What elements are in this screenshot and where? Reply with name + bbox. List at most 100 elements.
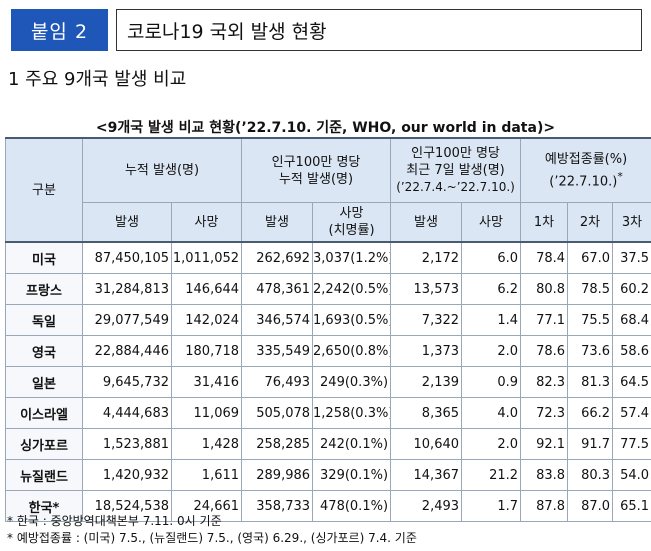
header-recent-line2: 최근 7일 발생(명) — [406, 163, 505, 178]
cell-cases: 18,524,538 — [82, 490, 172, 522]
cell-deaths: 142,024 — [170, 304, 243, 336]
cell-d3: 64.5 — [612, 366, 651, 398]
cell-country: 뉴질랜드 — [5, 459, 83, 491]
cell-recent-deaths: 1.4 — [461, 304, 522, 336]
table-row: 프랑스 31,284,813 146,644 478,361 2,242(0.5%) 13… — [5, 273, 651, 305]
cell-recent-deaths: 2.0 — [461, 428, 522, 460]
header-per-million-line1: 인구100만 명당 — [271, 154, 361, 170]
cell-recent-cases: 13,573 — [390, 273, 463, 305]
table-row: 일본 9,645,732 31,416 76,493 249(0.3%) 2,139 0.9… — [5, 366, 651, 398]
cell-d3: 60.2 — [612, 273, 651, 305]
cell-deaths: 1,611 — [170, 459, 243, 491]
cell-d2: 73.6 — [567, 335, 614, 367]
cell-deaths-pm: 1,258(0.3%) — [312, 397, 392, 429]
cell-cases: 4,444,683 — [82, 397, 172, 429]
header-cases: 발생 — [82, 202, 172, 243]
cell-cases: 87,450,105 — [82, 241, 172, 274]
cell-deaths: 1,011,052 — [170, 241, 243, 274]
cell-recent-cases: 2,172 — [390, 241, 463, 274]
header-recent-line1: 인구100만 명당 — [411, 146, 500, 161]
cell-deaths-pm: 2,242(0.5%) — [312, 273, 392, 305]
cell-country: 싱가포르 — [5, 428, 83, 460]
header-dose3: 3차 — [612, 202, 651, 243]
header-recent-cases: 발생 — [390, 202, 463, 243]
cell-d1: 77.1 — [520, 304, 569, 336]
cell-cases-pm: 346,574 — [241, 304, 314, 336]
cell-country: 영국 — [5, 335, 83, 367]
cell-d1: 78.6 — [520, 335, 569, 367]
header-recent: 인구100만 명당 최근 7일 발생(명) (’22.7.4.~’22.7.10… — [390, 137, 522, 203]
cell-cases-pm: 358,733 — [241, 490, 314, 522]
cell-deaths: 24,661 — [170, 490, 243, 522]
cell-d3: 58.6 — [612, 335, 651, 367]
cell-cases-pm: 76,493 — [241, 366, 314, 398]
cell-cases-pm: 478,361 — [241, 273, 314, 305]
table-caption: <9개국 발생 비교 현황(’22.7.10. 기준, WHO, our wor… — [95, 120, 556, 136]
header-recent-deaths: 사망 — [461, 202, 522, 243]
header-dose2: 2차 — [567, 202, 614, 243]
table-row: 이스라엘 4,444,683 11,069 505,078 1,258(0.3%) 8,3… — [5, 397, 651, 429]
cell-deaths: 180,718 — [170, 335, 243, 367]
cell-d3: 54.0 — [612, 459, 651, 491]
cell-cases: 22,884,446 — [82, 335, 172, 367]
cell-recent-deaths: 0.9 — [461, 366, 522, 398]
cell-cases-pm: 335,549 — [241, 335, 314, 367]
cell-d2: 80.3 — [567, 459, 614, 491]
header-dose1: 1차 — [520, 202, 569, 243]
cell-cases: 9,645,732 — [82, 366, 172, 398]
cell-d1: 72.3 — [520, 397, 569, 429]
cell-d2: 78.5 — [567, 273, 614, 305]
cell-d3: 68.4 — [612, 304, 651, 336]
cell-country: 독일 — [5, 304, 83, 336]
cell-deaths-pm: 478(0.1%) — [312, 490, 392, 522]
cell-cases: 29,077,549 — [82, 304, 172, 336]
cell-recent-cases: 1,373 — [390, 335, 463, 367]
cell-country: 이스라엘 — [5, 397, 83, 429]
header-vaccination-line1: 예방접종률(%) — [544, 151, 628, 167]
section-title: 1 주요 9개국 발생 비교 — [8, 69, 187, 90]
cell-cases: 1,420,932 — [82, 459, 172, 491]
header-cumulative: 누적 발생(명) — [81, 137, 243, 203]
header-cases-pm: 발생 — [241, 202, 314, 243]
cell-d3: 65.1 — [612, 490, 651, 522]
cell-cases: 31,284,813 — [82, 273, 172, 305]
table-row: 영국 22,884,446 180,718 335,549 2,650(0.8%) 1,3… — [5, 335, 651, 367]
cell-recent-cases: 8,365 — [390, 397, 463, 429]
cell-recent-cases: 14,367 — [390, 459, 463, 491]
cell-d2: 81.3 — [567, 366, 614, 398]
cell-recent-deaths: 2.0 — [461, 335, 522, 367]
cell-d1: 82.3 — [520, 366, 569, 398]
cell-deaths-pm: 3,037(1.2%) — [312, 241, 392, 274]
footnote-korea: * 한국 : 중앙방역대책본부 7.11. 0시 기준 — [7, 514, 222, 528]
table-row: 한국* 18,524,538 24,661 358,733 478(0.1%) 2,493… — [5, 490, 651, 522]
cell-recent-deaths: 1.7 — [461, 490, 522, 522]
cell-recent-cases: 7,322 — [390, 304, 463, 336]
header-deaths: 사망 — [170, 202, 243, 243]
cell-deaths-pm: 1,693(0.5%) — [312, 304, 392, 336]
header-vaccination-line2: (’22.7.10.)* — [522, 168, 651, 190]
cell-d2: 67.0 — [567, 241, 614, 274]
cell-recent-deaths: 6.2 — [461, 273, 522, 305]
attachment-badge: 붙임 2 — [11, 9, 108, 51]
cell-recent-deaths: 4.0 — [461, 397, 522, 429]
cell-d1: 80.8 — [520, 273, 569, 305]
table-row: 독일 29,077,549 142,024 346,574 1,693(0.5%) 7,3… — [5, 304, 651, 336]
cell-country: 미국 — [5, 241, 83, 274]
cell-d3: 77.5 — [612, 428, 651, 460]
cell-deaths-pm: 249(0.3%) — [312, 366, 392, 398]
header-deaths-pm-line1: 사망 — [339, 206, 364, 221]
cell-cases-pm: 262,692 — [241, 241, 314, 274]
cell-recent-deaths: 21.2 — [461, 459, 522, 491]
table-row: 싱가포르 1,523,881 1,428 258,285 242(0.1%) 10,640… — [5, 428, 651, 460]
cell-d1: 78.4 — [520, 241, 569, 274]
cell-cases-pm: 258,285 — [241, 428, 314, 460]
table-body: 미국 87,450,105 1,011,052 262,692 3,037(1.2%) 2… — [5, 241, 651, 522]
header-group: 구분 — [5, 137, 83, 243]
cell-country: 프랑스 — [5, 273, 83, 305]
cell-cases-pm: 289,986 — [241, 459, 314, 491]
header-per-million-line2: 누적 발생(명) — [278, 171, 354, 187]
cell-d2: 91.7 — [567, 428, 614, 460]
cell-d2: 87.0 — [567, 490, 614, 522]
cell-deaths-pm: 242(0.1%) — [312, 428, 392, 460]
header-per-million: 인구100만 명당 누적 발생(명) — [241, 137, 392, 203]
